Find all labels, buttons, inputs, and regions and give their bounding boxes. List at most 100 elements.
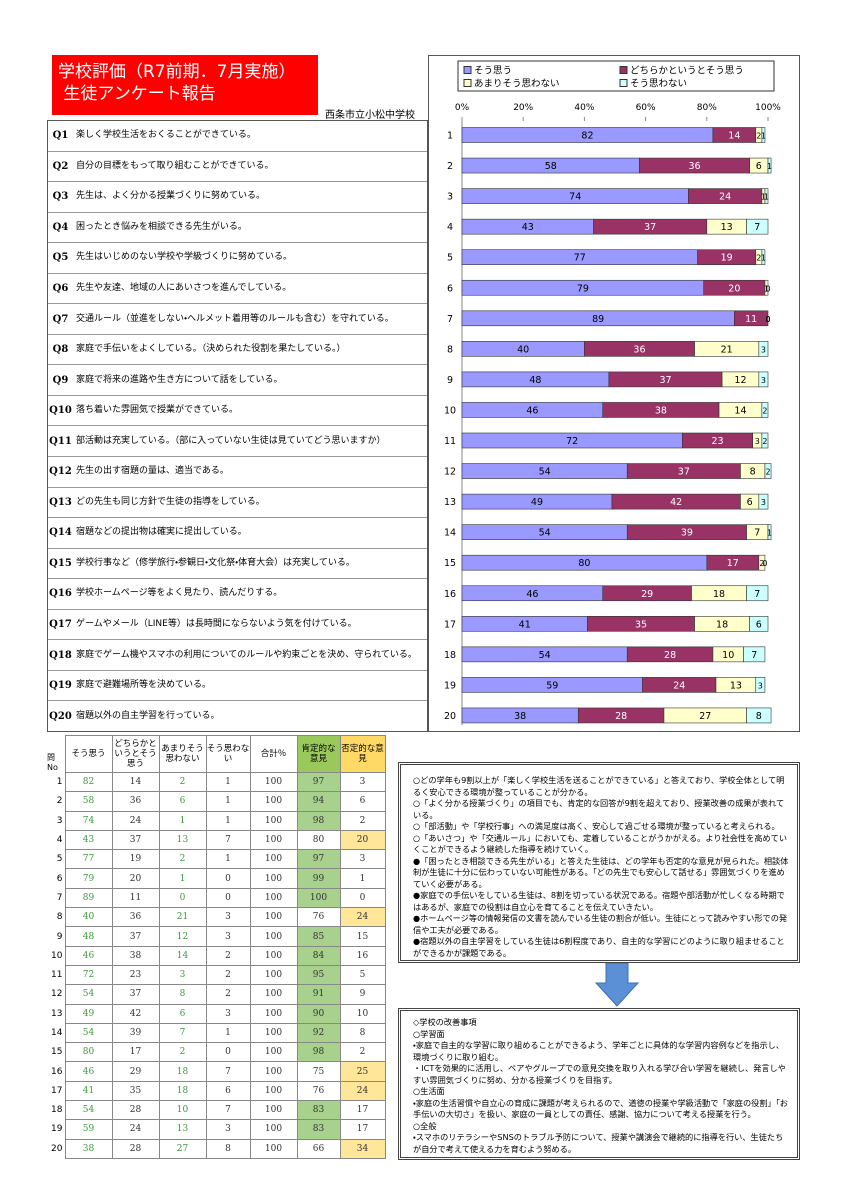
table-cell: 8 [339, 1022, 386, 1044]
table-cell: 46 [64, 945, 113, 966]
table-cell: 24 [339, 1080, 386, 1102]
legend-swatch [463, 79, 472, 87]
table-cell: 3 [205, 926, 251, 947]
row-number: 3 [56, 815, 63, 826]
table-cell: 89 [64, 887, 113, 909]
table-cell: 2 [205, 964, 251, 986]
table-cell: 100 [249, 1138, 298, 1159]
table-cell: 100 [249, 945, 298, 966]
table-cell: 2 [205, 984, 251, 1005]
table-cell: 59 [64, 1119, 113, 1140]
table-row: 18 54 28 10 7 100 83 17 [47, 1100, 386, 1121]
table-cell: 74 [64, 810, 113, 831]
question-row: Q3 先生は、よく分かる授業づくりに努めている。 [48, 182, 427, 213]
question-id: Q12 [49, 466, 72, 478]
y-tick-label: 14 [444, 528, 456, 539]
bar-segment [758, 554, 766, 571]
table-cell: 7 [158, 1022, 207, 1044]
bar-label: 3 [761, 345, 766, 354]
row-number: 18 [51, 1105, 63, 1116]
table-cell: 6 [158, 791, 207, 812]
question-row: Q5 先生はいじめのない学校や学級づくりに努めている。 [48, 243, 427, 274]
bar-label: 20 [728, 283, 740, 294]
table-cell: 100 [249, 849, 298, 870]
table-cell: 98 [296, 810, 341, 831]
bar-label: 3 [758, 681, 763, 690]
bar-label: 40 [517, 344, 529, 355]
bar-label: 41 [519, 619, 531, 630]
table-cell: 36 [111, 907, 160, 928]
bar-label: 18 [716, 619, 728, 630]
bar-label: 6 [756, 619, 762, 630]
table-cell: 100 [249, 1080, 298, 1102]
table-cell: 80 [64, 1042, 113, 1063]
improvement-paragraph: ○学習面 [413, 1028, 445, 1039]
table-cell: 13 [158, 1119, 207, 1140]
question-id: Q5 [52, 252, 69, 264]
bar-label: 7 [754, 222, 760, 233]
table-cell: 100 [249, 1022, 298, 1044]
table-cell: 100 [249, 791, 298, 812]
table-cell: 12 [158, 926, 207, 947]
question-id: Q13 [49, 496, 72, 508]
table-cell: 83 [296, 1119, 341, 1140]
table-cell: 16 [339, 945, 386, 966]
improvement-paragraph: ・家庭で自主的な学習に取り組めることができるよう、学年ごとに具体的な学習内容例な… [413, 1040, 785, 1062]
table-cell: 100 [249, 1003, 298, 1024]
bar-segment [767, 157, 772, 174]
chart-frame [428, 55, 800, 732]
bar-segment [746, 585, 769, 602]
question-id: Q17 [49, 619, 72, 631]
row-number: 8 [56, 912, 63, 923]
bar-label: 46 [526, 405, 538, 416]
bar-segment [761, 402, 769, 418]
bar-segment [749, 615, 769, 632]
row-number: 17 [51, 1085, 63, 1096]
table-cell: 37 [111, 829, 160, 851]
question-id: Q8 [52, 344, 69, 356]
question-row: Q13 どの先生も同じ方針で生徒の指導をしている。 [48, 488, 427, 519]
table-cell: 1 [339, 868, 386, 889]
table-cell: 58 [64, 791, 113, 812]
table-row: 19 59 24 13 3 100 83 17 [47, 1119, 386, 1140]
table-cell: 24 [339, 907, 386, 928]
question-id: Q10 [49, 405, 72, 417]
table-cell: 17 [339, 1119, 386, 1140]
improvement-paragraph: ・スマホのリテラシーやSNSのトラブル予防について、授業や講演会で継続的に指導を… [413, 1132, 784, 1154]
table-cell: 1 [158, 810, 207, 831]
bar-segment [734, 310, 769, 327]
column-header: そう思う [64, 735, 113, 773]
x-tick-label: 100% [755, 103, 781, 113]
bar-label: 36 [633, 344, 645, 355]
bar-label: 28 [615, 711, 627, 722]
table-row: 14 54 39 7 1 100 92 8 [47, 1022, 386, 1044]
row-number: 12 [51, 989, 63, 1000]
legend-frame [457, 60, 775, 92]
table-row: 2 58 36 6 1 100 94 6 [47, 791, 386, 812]
table-cell: 76 [296, 1080, 341, 1102]
bar-label: 35 [635, 619, 647, 630]
bar-label: 0 [765, 284, 770, 293]
question-row: Q14 宿題などの提出物は確実に提出している。 [48, 518, 427, 549]
table-cell: 84 [296, 945, 341, 966]
table-cell: 20 [111, 868, 160, 889]
y-tick-label: 7 [447, 314, 453, 325]
row-number: 20 [51, 1143, 63, 1154]
question-list: Q1 楽しく学校生活をおくることができている。 Q2 自分の目標をもって取り組むことが… [47, 120, 428, 732]
y-tick-label: 3 [447, 192, 453, 203]
legend-label: そう思わない [630, 79, 687, 90]
bar-label: 39 [681, 528, 693, 539]
question-row: Q2 自分の目標をもって取り組むことができている。 [48, 152, 427, 183]
table-cell: 8 [205, 1138, 251, 1159]
table-row: 3 74 24 1 1 100 98 2 [47, 810, 386, 831]
table-cell: 39 [111, 1022, 160, 1044]
y-tick-label: 19 [444, 680, 456, 691]
table-cell: 35 [111, 1080, 160, 1102]
bar-segment [764, 188, 769, 204]
table-row: 5 77 19 2 1 100 97 3 [47, 849, 386, 870]
question-row: Q1 楽しく学校生活をおくることができている。 [48, 121, 427, 152]
column-header: そう思わない [205, 735, 251, 773]
question-text: 部活動は充実している。（部に入っていない生徒は見ていてどう思いますか） [76, 435, 386, 446]
bar-label: 38 [514, 711, 526, 722]
